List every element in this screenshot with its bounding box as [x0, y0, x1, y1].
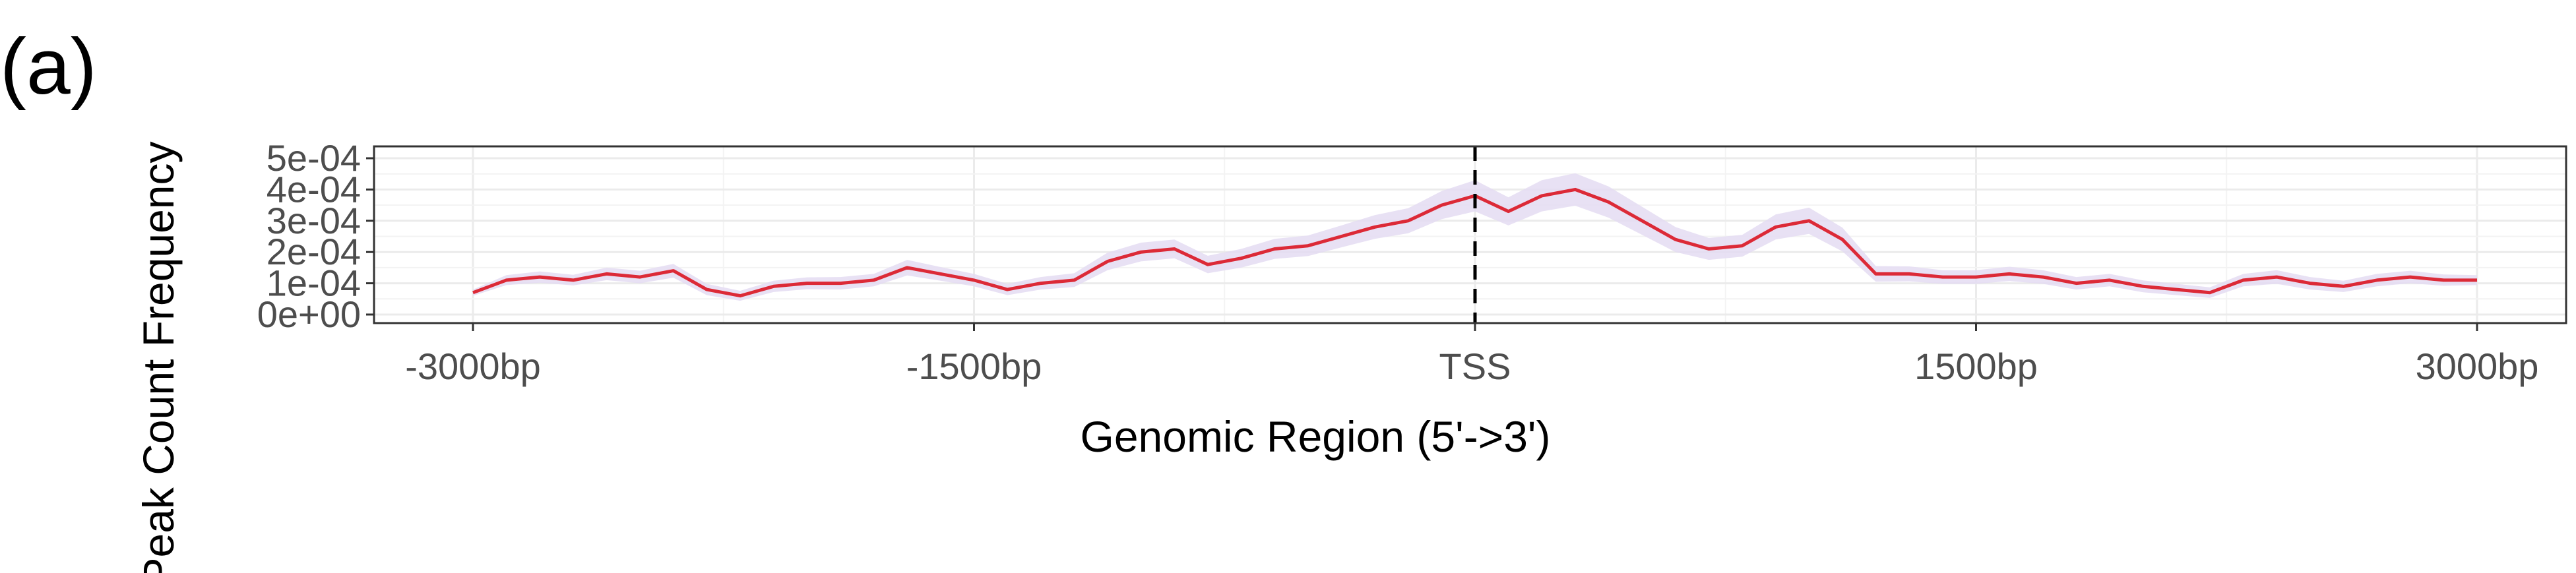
y-tick-label: 2e-04 [267, 231, 361, 272]
y-tick-label: 0e+00 [257, 293, 361, 335]
x-axis-title: Genomic Region (5'->3') [1080, 412, 1550, 461]
y-tick-label: 3e-04 [267, 200, 361, 241]
x-tick-label: 3000bp [2416, 346, 2539, 387]
y-axis-title: Peak Count Frequency [134, 141, 183, 573]
x-tick-label: -1500bp [906, 346, 1042, 387]
x-tick-label: TSS [1439, 346, 1511, 387]
y-tick-label: 5e-04 [267, 137, 361, 179]
panel-label: (a) [0, 22, 97, 111]
y-tick-label: 1e-04 [267, 262, 361, 304]
x-tick-label: 1500bp [1914, 346, 2038, 387]
x-axis-ticks: -3000bp -1500bp TSS 1500bp 3000bp [405, 323, 2538, 387]
y-tick-label: 4e-04 [267, 168, 361, 210]
plot-border [373, 145, 2567, 324]
plot-panel [373, 145, 2567, 324]
plot-background [374, 146, 2566, 323]
x-tick-label: -3000bp [405, 346, 541, 387]
